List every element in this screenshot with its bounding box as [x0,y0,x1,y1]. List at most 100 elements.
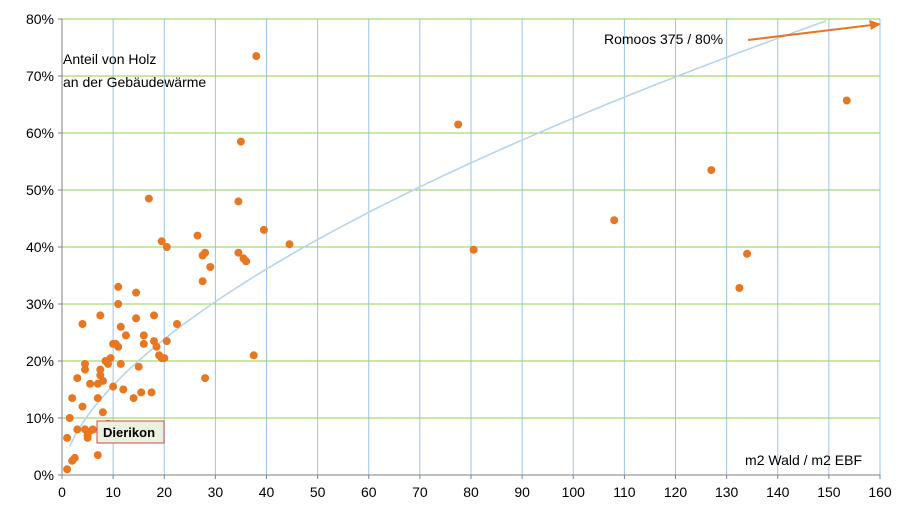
x-tick-label: 130 [715,484,739,500]
data-point [73,374,82,383]
trend-path [68,20,827,447]
data-point [242,257,251,266]
data-point [114,342,123,351]
y-tick-label: 10% [26,410,54,426]
data-point [144,194,153,203]
data-point [150,311,158,320]
data-point [96,311,105,320]
data-point [160,354,169,363]
x-tick-label: 100 [562,484,586,500]
data-point [78,402,87,411]
romoos-label: Romoos 375 / 80% [604,31,723,47]
x-tick-label: 80 [463,484,479,500]
data-point [119,385,128,394]
data-point [63,433,72,442]
x-tick-label: 50 [310,484,326,500]
x-tick-label: 0 [58,484,66,500]
data-point [70,453,79,462]
data-point [109,382,118,391]
data-point [173,320,181,328]
x-tick-label: 140 [766,484,790,500]
data-point [81,359,89,368]
data-point [139,339,148,348]
data-point [93,451,102,460]
data-point [106,354,115,363]
romoos-arrow [747,24,873,41]
x-tick-label: 120 [664,484,688,500]
data-point [68,394,77,403]
data-point [735,284,744,292]
data-point [285,240,294,249]
data-point [78,320,87,328]
x-tick-label: 30 [208,484,224,500]
data-point [201,248,210,257]
data-point [259,225,268,234]
x-tick-label: 20 [156,484,172,500]
data-point [201,374,210,383]
y-tick-label: 50% [26,182,54,198]
data-point [152,342,161,351]
y-tick-label: 0% [34,467,54,483]
dierikon-pointer [85,427,97,437]
y-axis-annotation-line1: Anteil von Holz [63,51,156,67]
data-point [132,288,141,297]
x-axis-ticks: 0 10 20 30 40 50 60 70 80 90 100 110 120 130 140 150 160 [58,475,892,500]
data-point [743,249,752,258]
data-point [81,365,89,374]
data-point [65,414,74,422]
data-points [63,52,851,474]
data-point [162,337,171,346]
data-point [147,388,156,397]
data-point [469,245,478,254]
data-point [129,394,138,403]
data-point [842,96,851,105]
y-tick-label: 20% [26,353,54,369]
data-point [162,243,171,251]
data-point [206,263,215,271]
x-tick-label: 60 [361,484,377,500]
y-tick-label: 70% [26,68,54,84]
data-point [98,376,107,385]
data-point [98,408,107,417]
data-point [134,362,143,371]
data-point [234,197,243,206]
y-axis-annotation-line2: an der Gebäudewärme [63,74,206,90]
data-point [252,52,261,61]
data-point [157,237,166,246]
data-point [707,166,716,175]
data-point [454,120,463,129]
trend-line [68,20,827,447]
x-axis-annotation: m2 Wald / m2 EBF [745,452,862,468]
data-point [193,231,202,240]
x-tick-label: 160 [868,484,892,500]
data-point [116,322,125,331]
data-point [139,331,148,340]
y-tick-label: 60% [26,125,54,141]
data-point [114,300,123,308]
data-point [137,388,146,397]
y-tick-label: 30% [26,296,54,312]
y-tick-label: 40% [26,239,54,255]
x-tick-label: 40 [259,484,275,500]
data-point [198,277,207,286]
data-point [93,394,102,403]
romoos-annotation: Romoos 375 / 80% [604,20,881,47]
dierikon-label: Dierikon [103,425,155,440]
x-tick-label: 110 [613,484,636,500]
x-tick-label: 150 [817,484,841,500]
data-point [116,359,125,368]
x-tick-label: 70 [412,484,428,500]
dierikon-annotation: Dierikon [85,420,165,444]
y-tick-label: 80% [26,11,54,27]
data-point [132,314,141,323]
data-point [121,331,130,340]
data-point [249,351,258,360]
data-point [610,216,619,225]
x-tick-label: 90 [514,484,530,500]
data-point [63,465,72,474]
data-point [236,137,245,146]
y-axis-ticks: 0% 10% 20% 30% 40% 50% 60% 70% 80% [26,11,62,483]
data-point [114,282,123,291]
romoos-arrowhead [869,20,881,30]
